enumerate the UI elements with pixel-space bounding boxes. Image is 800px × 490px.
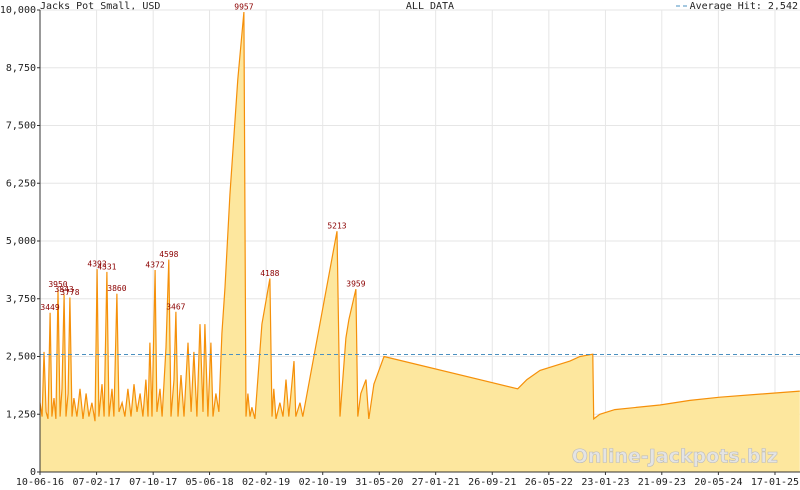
value-label: 4372 <box>145 261 164 270</box>
x-tick-label: 21-09-23 <box>638 477 686 488</box>
value-label: 3449 <box>40 303 59 312</box>
value-label: 3950 <box>48 280 67 289</box>
x-tick-label: 20-05-24 <box>694 477 742 488</box>
value-label: 4598 <box>159 250 178 259</box>
value-label: 4188 <box>260 269 279 278</box>
chart-title: Jacks Pot Small, USD <box>40 1 160 12</box>
value-label: 3843 <box>54 285 73 294</box>
y-tick-label: 5,000 <box>6 236 36 247</box>
value-label: 3959 <box>346 280 365 289</box>
series-line <box>39 11 800 422</box>
value-label: 5213 <box>327 222 346 231</box>
chart-subtitle: ALL DATA <box>406 1 454 12</box>
y-tick-label: 2,500 <box>6 352 36 363</box>
value-label: 3778 <box>60 288 79 297</box>
x-tick-label: 17-01-25 <box>751 477 799 488</box>
y-tick-label: 0 <box>30 467 36 478</box>
x-tick-label: 05-06-18 <box>185 477 233 488</box>
value-label: 3467 <box>166 302 185 311</box>
area-fill <box>40 12 800 472</box>
y-tick-label: 3,750 <box>6 294 36 305</box>
x-tick-label: 26-09-21 <box>468 477 516 488</box>
x-tick-label: 02-10-19 <box>299 477 347 488</box>
value-label: 4392 <box>87 260 106 269</box>
x-tick-label: 23-01-23 <box>581 477 629 488</box>
y-tick-label: 6,250 <box>6 178 36 189</box>
value-label: 4331 <box>97 262 116 271</box>
watermark: Online-Jackpots.biz <box>572 446 778 468</box>
x-tick-label: 10-06-16 <box>16 477 64 488</box>
y-tick-label: 7,500 <box>6 121 36 132</box>
value-label: 3860 <box>107 284 126 293</box>
value-label: 9957 <box>234 2 253 11</box>
y-tick-label: 8,750 <box>6 63 36 74</box>
x-tick-label: 07-02-17 <box>73 477 121 488</box>
x-tick-label: 07-10-17 <box>129 477 177 488</box>
y-tick-label: 1,250 <box>6 409 36 420</box>
x-tick-label: 26-05-22 <box>525 477 573 488</box>
x-tick-label: 02-02-19 <box>242 477 290 488</box>
y-tick-label: 10,000 <box>0 5 36 16</box>
x-tick-label: 31-05-20 <box>355 477 403 488</box>
x-tick-label: 27-01-21 <box>412 477 460 488</box>
average-legend: Average Hit: 2,542 <box>690 1 798 12</box>
